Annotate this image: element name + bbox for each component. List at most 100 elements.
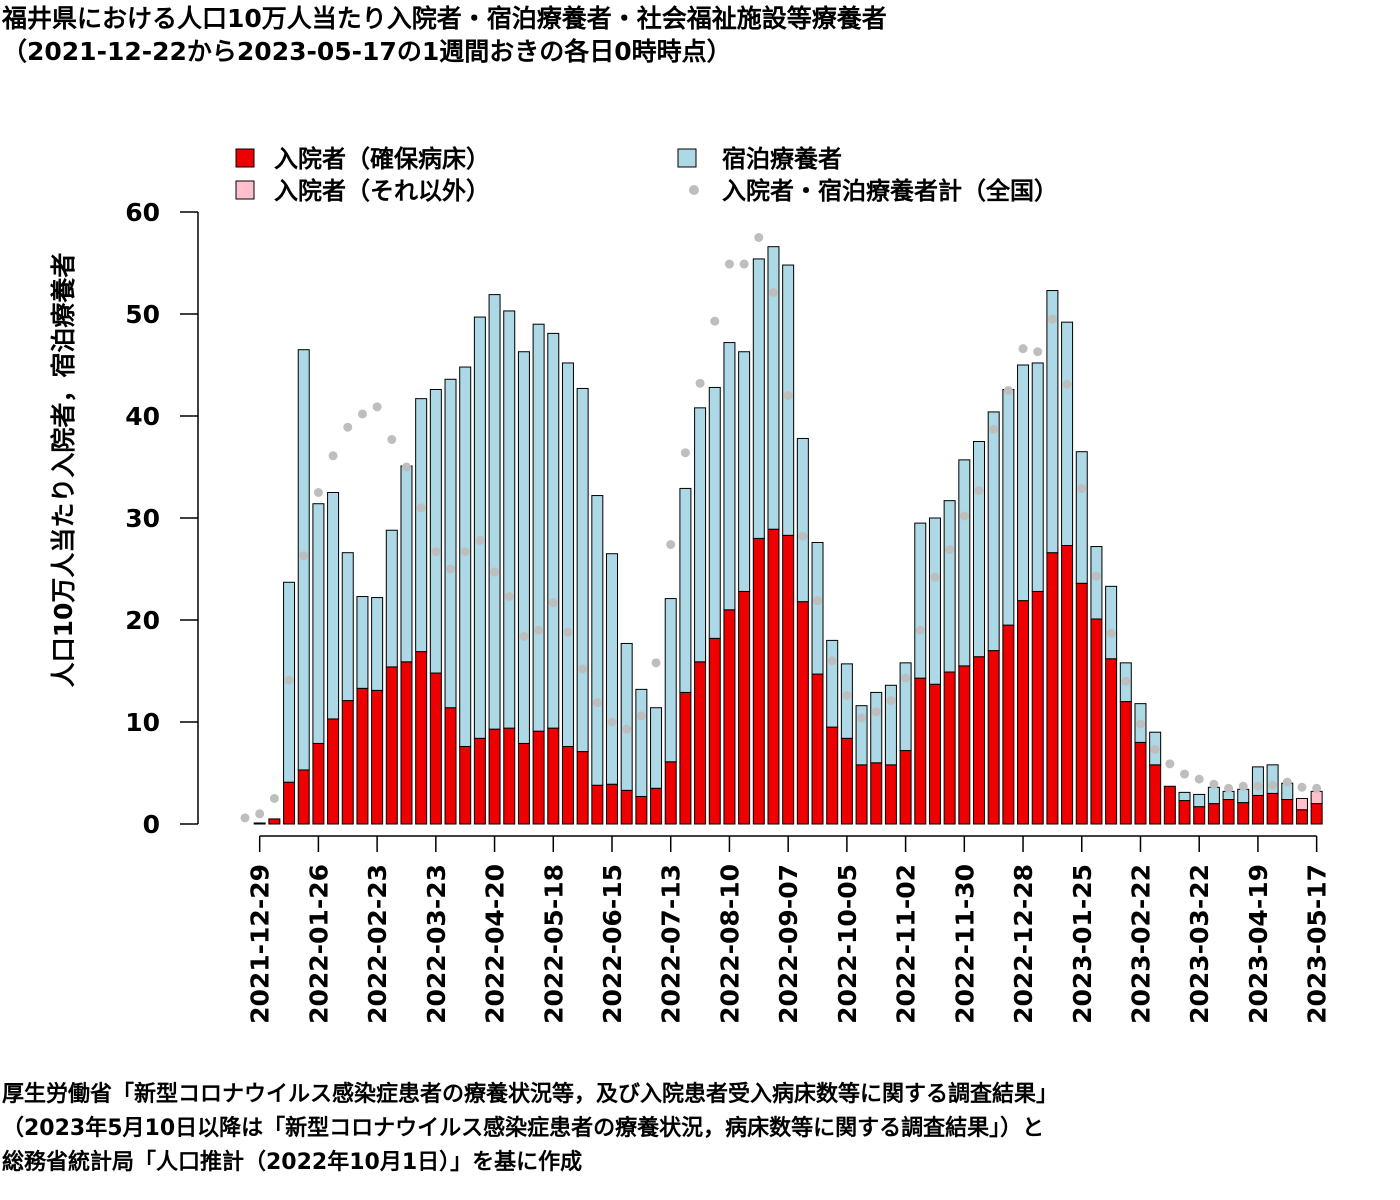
bar-hosp-secured (826, 726, 839, 825)
national-point (240, 813, 250, 823)
bar-hosp-secured (606, 783, 618, 825)
national-point (915, 625, 925, 635)
bar-hosp-secured (1046, 552, 1059, 825)
x-axis: 2021-12-29 2022-01-26 2022-02-23 2022-03-23… (246, 835, 1332, 1024)
bar-hosp-secured (1002, 624, 1015, 825)
bar-hosp-secured (371, 689, 384, 825)
source-line-2: （2023年5月10日以降は「新型コロナウイルス感染症患者の療養状況，病床数等に… (2, 1116, 1045, 1141)
bar-hotel (664, 598, 677, 763)
bar-hosp-secured (664, 761, 677, 825)
bar-hotel (1031, 362, 1044, 592)
bar-hosp-other (1310, 790, 1323, 805)
chart-title: 福井県における人口10万人当たり入院者・宿泊療養者・社会福祉施設等療養者 （20… (2, 2, 887, 68)
national-point (974, 485, 984, 495)
national-dots-layer (240, 233, 1322, 823)
bar-hotel (1061, 321, 1074, 547)
source-line-1: 厚生労働省「新型コロナウイルス感染症患者の療養状況等，及び入院患者受入病床数等に… (2, 1082, 1059, 1107)
national-point (416, 503, 426, 513)
bar-hotel (635, 688, 648, 797)
bar-hosp-secured (561, 745, 574, 825)
bar-hosp-secured (547, 727, 560, 825)
x-tick-label: 2022-04-20 (481, 864, 510, 1024)
national-point (1062, 379, 1072, 389)
national-point (269, 794, 279, 803)
national-point (827, 656, 837, 666)
bar-hotel (1017, 364, 1030, 602)
x-tick-label: 2022-05-18 (539, 864, 568, 1024)
bar-hosp-secured (840, 737, 853, 825)
national-point (401, 462, 411, 472)
national-point (695, 378, 705, 388)
legend-marker-national (689, 185, 699, 195)
bar-hosp-secured (1105, 658, 1118, 825)
bar-hosp-secured (782, 534, 795, 825)
national-point (945, 545, 955, 555)
national-point (1150, 745, 1160, 755)
bar-hosp-secured (1251, 794, 1264, 825)
bar-hosp-secured (283, 781, 296, 825)
bar-hotel (1266, 764, 1279, 794)
bar-hosp-secured (312, 742, 325, 825)
bar-hotel (679, 487, 692, 693)
bar-hotel (561, 362, 574, 747)
y-tick-label: 60 (125, 198, 160, 227)
national-point (798, 531, 808, 541)
bar-hotel (488, 294, 501, 730)
bar-hotel (884, 684, 897, 766)
x-tick-label: 2022-01-26 (304, 864, 333, 1024)
legend-label-hotel: 宿泊療養者 (722, 145, 842, 173)
bar-hotel (620, 642, 633, 791)
y-tick-label: 40 (125, 402, 160, 431)
bar-hosp-secured (444, 707, 457, 825)
bar-hotel (811, 541, 824, 675)
bar-hosp-secured (459, 745, 472, 825)
bar-hosp-secured (327, 718, 340, 825)
national-point (1091, 571, 1101, 581)
national-point (1165, 759, 1175, 769)
bar-hosp-secured (987, 650, 1000, 825)
bar-hosp-secured (1310, 803, 1323, 825)
bar-hotel (1075, 451, 1088, 584)
national-point (607, 717, 617, 727)
national-point (813, 596, 823, 606)
bar-hotel (694, 407, 707, 663)
bar-hosp-secured (958, 665, 971, 825)
x-tick-label: 2023-02-22 (1126, 864, 1155, 1024)
national-point (710, 316, 720, 326)
bar-hotel (987, 411, 1000, 652)
x-tick-label: 2022-02-23 (363, 864, 392, 1024)
bar-hosp-secured (767, 528, 780, 825)
national-point (739, 259, 749, 269)
bar-hosp-secured (297, 769, 310, 825)
bar-hosp-secured (532, 730, 545, 825)
bars-layer (253, 246, 1323, 825)
bar-hosp-secured (385, 666, 398, 825)
bar-hosp-secured (752, 537, 765, 825)
source-line-3: 総務省統計局「人口推計（2022年10月1日）」を基に作成 (2, 1150, 583, 1175)
bar-hotel (855, 705, 868, 766)
national-point (1297, 782, 1307, 792)
bar-hotel (650, 707, 663, 789)
bar-hosp-secured (1149, 764, 1162, 825)
x-tick-label: 2022-06-15 (598, 864, 627, 1024)
x-tick-label: 2022-11-30 (950, 864, 979, 1024)
bar-hotel (826, 639, 839, 728)
national-point (857, 713, 867, 723)
bar-hosp-secured (576, 751, 589, 825)
bar-hotel (1105, 585, 1118, 660)
y-tick-label: 0 (143, 810, 160, 839)
national-point (1194, 774, 1204, 784)
national-point (1224, 783, 1234, 793)
bar-hosp-secured (738, 590, 751, 825)
national-point (959, 511, 969, 521)
x-tick-label: 2021-12-29 (246, 864, 275, 1024)
bar-hosp-secured (429, 672, 442, 825)
bar-hosp-secured (253, 822, 266, 825)
national-point (1180, 769, 1190, 779)
bar-hotel (767, 246, 780, 530)
national-point (504, 592, 514, 602)
national-point (1209, 779, 1219, 789)
national-point (1268, 780, 1278, 790)
bar-hotel (1046, 290, 1059, 554)
bar-hotel (385, 529, 398, 668)
